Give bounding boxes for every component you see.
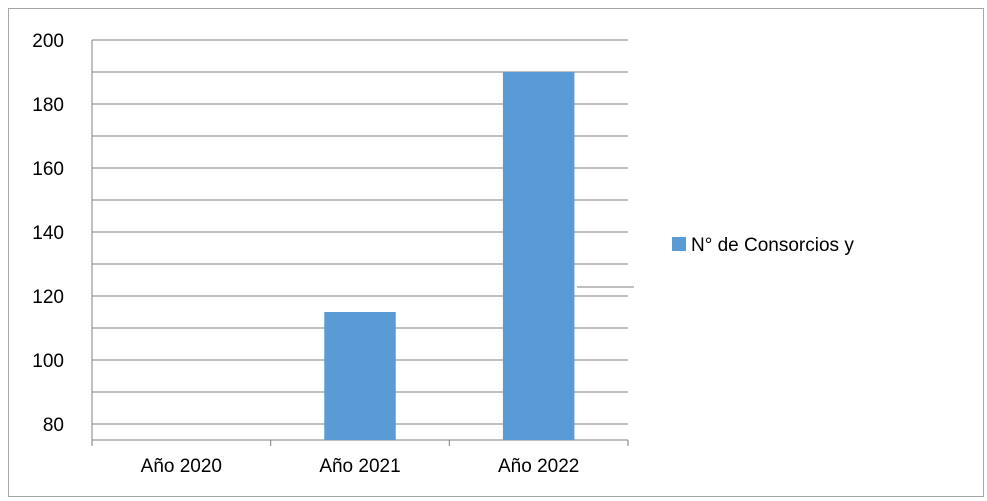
x-tick-label: Año 2020	[141, 456, 222, 477]
bar	[324, 312, 396, 440]
bar	[502, 72, 575, 440]
y-tick-label: 140	[32, 223, 64, 244]
x-tick-label: Año 2022	[498, 456, 579, 477]
bars	[324, 72, 575, 440]
legend: N° de Consorcios y	[672, 235, 854, 256]
y-tick-label: 180	[32, 95, 64, 116]
x-tick-label: Año 2021	[319, 456, 400, 477]
y-tick-label: 200	[32, 31, 64, 52]
y-tick-label: 120	[32, 287, 64, 308]
y-tick-label: 160	[32, 159, 64, 180]
legend-label: N° de Consorcios y	[691, 235, 854, 256]
y-tick-label: 100	[32, 351, 64, 372]
legend-swatch	[672, 237, 686, 251]
tick-labels: Año 2020 Año 2021 Año 2022 80 100 120 140 160 18…	[32, 31, 579, 477]
y-tick-label: 80	[43, 415, 64, 436]
chart-frame	[8, 8, 984, 497]
